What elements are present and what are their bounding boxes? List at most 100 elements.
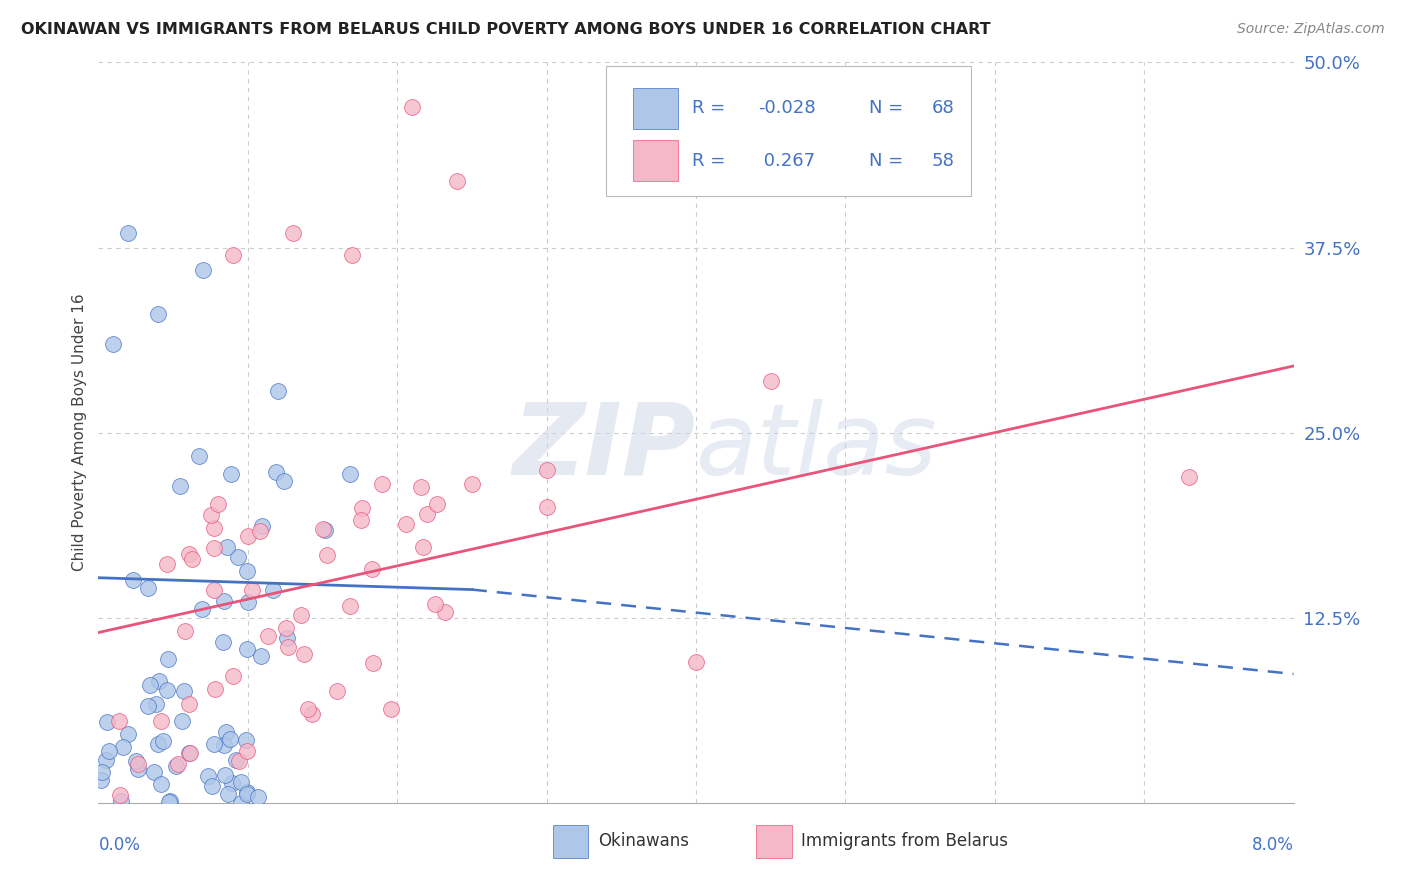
Point xyxy=(117,226,139,240)
Point xyxy=(103,336,125,351)
Point xyxy=(197,769,219,783)
Text: Okinawans: Okinawans xyxy=(598,832,689,850)
Point xyxy=(91,764,114,779)
Point xyxy=(461,477,484,491)
Point xyxy=(297,701,319,715)
Point xyxy=(121,574,143,588)
Point xyxy=(228,755,250,769)
Text: Source: ZipAtlas.com: Source: ZipAtlas.com xyxy=(1237,22,1385,37)
Text: N =: N = xyxy=(869,99,910,118)
Point xyxy=(170,714,193,728)
Text: R =: R = xyxy=(692,99,731,118)
Point xyxy=(361,561,384,575)
Point xyxy=(207,497,229,511)
Point xyxy=(247,789,270,804)
Point xyxy=(342,248,364,262)
Point xyxy=(267,384,290,399)
Bar xyxy=(633,88,678,129)
Point xyxy=(117,727,139,741)
FancyBboxPatch shape xyxy=(606,66,972,195)
Point xyxy=(200,508,222,523)
Text: 0.267: 0.267 xyxy=(758,152,815,169)
Point xyxy=(236,529,259,543)
Point xyxy=(217,788,239,802)
Point xyxy=(221,776,243,790)
Point xyxy=(264,465,287,479)
Bar xyxy=(553,825,589,858)
Text: 58: 58 xyxy=(931,152,955,169)
Point xyxy=(219,731,242,746)
Point xyxy=(361,656,384,670)
Point xyxy=(127,757,149,772)
Point xyxy=(222,669,245,683)
Bar xyxy=(756,825,792,858)
Text: OKINAWAN VS IMMIGRANTS FROM BELARUS CHILD POVERTY AMONG BOYS UNDER 16 CORRELATIO: OKINAWAN VS IMMIGRANTS FROM BELARUS CHIL… xyxy=(21,22,991,37)
Point xyxy=(202,541,225,556)
Point xyxy=(181,551,204,566)
Point xyxy=(112,739,135,754)
Point xyxy=(249,524,271,538)
Point xyxy=(204,682,226,697)
Point xyxy=(434,605,457,619)
Point xyxy=(148,737,170,751)
Point xyxy=(222,248,245,262)
Point xyxy=(236,744,259,758)
Point xyxy=(145,697,167,711)
Point xyxy=(339,599,361,613)
Text: ZIP: ZIP xyxy=(513,399,696,496)
Point xyxy=(276,621,298,635)
Point xyxy=(97,743,120,757)
Point xyxy=(169,479,191,493)
Point xyxy=(173,684,195,698)
Point xyxy=(202,737,225,751)
Point xyxy=(235,788,257,802)
Point xyxy=(685,655,707,669)
Point xyxy=(228,549,250,564)
Point xyxy=(148,673,170,688)
Point xyxy=(235,732,257,747)
Text: 0.0%: 0.0% xyxy=(98,836,141,855)
Point xyxy=(446,174,468,188)
Point xyxy=(315,548,337,562)
Point xyxy=(276,632,298,646)
Point xyxy=(311,522,333,536)
Point xyxy=(96,715,118,730)
Point xyxy=(257,629,280,643)
Point xyxy=(231,775,253,789)
Point xyxy=(165,759,187,773)
Point xyxy=(250,648,273,663)
Point xyxy=(536,462,558,476)
Point xyxy=(188,449,211,463)
Point xyxy=(290,608,312,623)
Point xyxy=(211,635,233,649)
Point xyxy=(139,678,162,692)
Point xyxy=(214,768,236,782)
Point xyxy=(156,683,179,698)
Point xyxy=(380,702,402,716)
Point xyxy=(371,477,394,491)
Point xyxy=(215,725,238,739)
Point xyxy=(412,540,434,554)
Bar xyxy=(633,140,678,181)
Point xyxy=(219,467,242,482)
Point xyxy=(155,557,177,571)
Point xyxy=(136,698,159,713)
Point xyxy=(159,794,181,808)
Point xyxy=(174,624,197,638)
Point xyxy=(395,517,418,532)
Point xyxy=(157,795,180,809)
Point xyxy=(352,501,374,516)
Point xyxy=(231,796,253,810)
Point xyxy=(90,772,112,787)
Point xyxy=(242,582,264,597)
Point xyxy=(301,706,323,721)
Point xyxy=(314,523,336,537)
Point xyxy=(273,474,295,488)
Point xyxy=(177,697,200,711)
Point xyxy=(350,513,373,527)
Point xyxy=(236,642,259,657)
Text: R =: R = xyxy=(692,152,731,169)
Point xyxy=(136,581,159,595)
Text: -0.028: -0.028 xyxy=(758,99,815,118)
Point xyxy=(191,601,214,615)
